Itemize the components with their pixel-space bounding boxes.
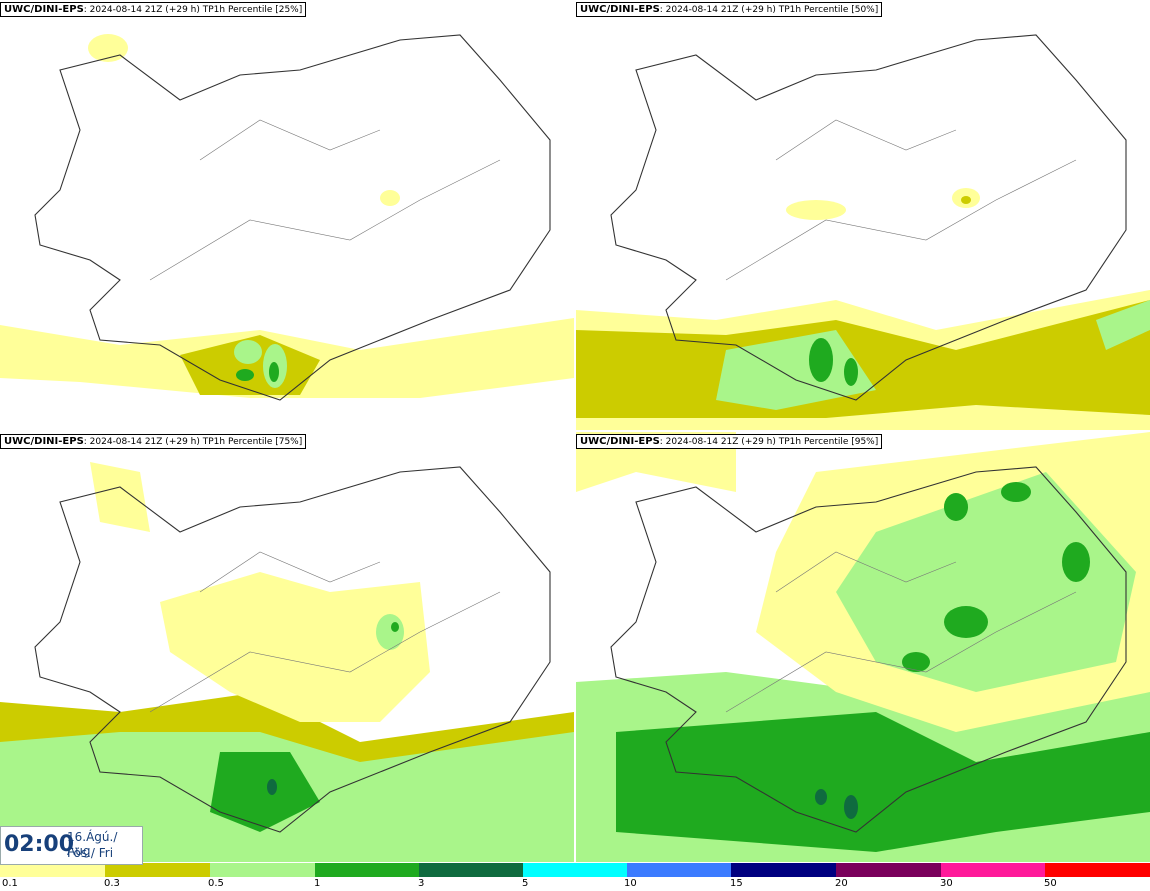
panel-title: UWC/DINI-EPS: 2024-08-14 21Z (+29 h) TP1… xyxy=(0,434,307,449)
legend-tick: 0.1 xyxy=(2,878,18,889)
map-panel-25: UWC/DINI-EPS: 2024-08-14 21Z (+29 h) TP1… xyxy=(0,0,574,430)
model-name: UWC/DINI-EPS xyxy=(4,4,84,15)
valid-clock: 02:00 xyxy=(4,832,75,857)
panel-title: UWC/DINI-EPS: 2024-08-14 21Z (+29 h) TP1… xyxy=(0,2,307,17)
legend-tick: 30 xyxy=(940,878,953,889)
legend-swatch xyxy=(836,863,941,877)
legend-tick: 10 xyxy=(624,878,637,889)
model-name: UWC/DINI-EPS xyxy=(4,436,84,447)
map-panel-50: UWC/DINI-EPS: 2024-08-14 21Z (+29 h) TP1… xyxy=(576,0,1150,430)
legend-swatch xyxy=(627,863,731,877)
run-info: : 2024-08-14 21Z (+29 h) TP1h Percentile… xyxy=(659,437,879,447)
run-info: : 2024-08-14 21Z (+29 h) TP1h Percentile… xyxy=(83,5,303,15)
legend-tick: 0.5 xyxy=(208,878,224,889)
model-name: UWC/DINI-EPS xyxy=(580,4,660,15)
legend-tick: 20 xyxy=(835,878,848,889)
legend-tick: 15 xyxy=(730,878,743,889)
legend-swatch xyxy=(210,863,315,877)
legend-tick: 0.3 xyxy=(104,878,120,889)
legend-swatch xyxy=(941,863,1045,877)
legend-swatch xyxy=(1045,863,1150,877)
run-info: : 2024-08-14 21Z (+29 h) TP1h Percentile… xyxy=(83,437,303,447)
valid-day: Fös./ Fri xyxy=(67,846,114,860)
legend-tick: 1 xyxy=(314,878,321,889)
precip-map-95 xyxy=(576,432,1150,862)
valid-time-box: 02:00 16.Ágú./ Aug Fös./ Fri xyxy=(0,826,143,865)
legend-swatch xyxy=(0,863,105,877)
precip-map-25 xyxy=(0,34,574,401)
legend-swatch xyxy=(731,863,836,877)
legend-tick: 50 xyxy=(1044,878,1057,889)
run-info: : 2024-08-14 21Z (+29 h) TP1h Percentile… xyxy=(659,5,879,15)
legend-swatch xyxy=(523,863,627,877)
map-panel-95: UWC/DINI-EPS: 2024-08-14 21Z (+29 h) TP1… xyxy=(576,432,1150,862)
panel-title: UWC/DINI-EPS: 2024-08-14 21Z (+29 h) TP1… xyxy=(576,434,883,449)
legend-tick: 3 xyxy=(418,878,425,889)
legend-swatch xyxy=(419,863,523,877)
color-legend: 0.1 0.3 0.5 1 3 5 10 15 20 30 50 xyxy=(0,863,1150,891)
precip-map-50 xyxy=(576,34,1150,430)
precip-map-75 xyxy=(0,462,574,862)
legend-tick: 5 xyxy=(522,878,529,889)
valid-date: 16.Ágú./ Aug xyxy=(67,830,118,858)
panel-title: UWC/DINI-EPS: 2024-08-14 21Z (+29 h) TP1… xyxy=(576,2,883,17)
legend-swatch xyxy=(315,863,419,877)
model-name: UWC/DINI-EPS xyxy=(580,436,660,447)
legend-swatch xyxy=(105,863,210,877)
map-panel-75: UWC/DINI-EPS: 2024-08-14 21Z (+29 h) TP1… xyxy=(0,432,574,862)
